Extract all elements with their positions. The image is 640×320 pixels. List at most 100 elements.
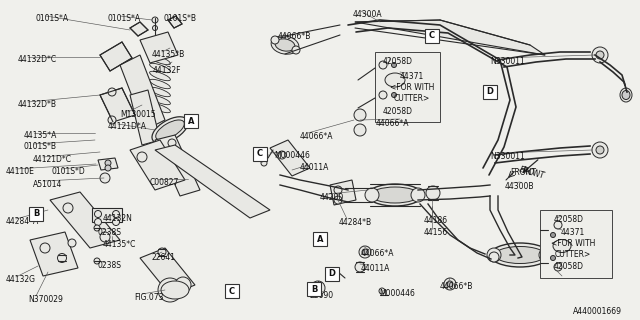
Ellipse shape (150, 63, 170, 73)
Text: 44066*B: 44066*B (440, 282, 474, 291)
Text: A: A (188, 116, 195, 125)
Text: 44132G: 44132G (6, 275, 36, 284)
Bar (483, 85, 497, 99)
Bar (92, 208, 122, 222)
Polygon shape (140, 32, 178, 63)
Text: 44284*A: 44284*A (6, 217, 39, 226)
Ellipse shape (359, 246, 371, 258)
Text: 0238S: 0238S (97, 261, 121, 270)
Ellipse shape (426, 186, 440, 200)
Polygon shape (100, 42, 132, 71)
Text: <FOR WITH: <FOR WITH (390, 83, 435, 92)
Text: 44156: 44156 (424, 228, 448, 237)
Text: N370029: N370029 (28, 295, 63, 304)
Polygon shape (270, 140, 310, 176)
Ellipse shape (278, 151, 286, 159)
Ellipse shape (620, 88, 632, 102)
Ellipse shape (100, 173, 110, 183)
Ellipse shape (158, 248, 166, 256)
Text: 44121D*A: 44121D*A (108, 122, 147, 131)
Text: A440001669: A440001669 (573, 307, 622, 316)
Text: D: D (328, 269, 335, 278)
Ellipse shape (385, 73, 405, 87)
Text: 0101S*B: 0101S*B (24, 142, 57, 151)
Text: 0101S*A: 0101S*A (35, 14, 68, 23)
Polygon shape (355, 20, 545, 55)
Ellipse shape (354, 109, 366, 121)
Ellipse shape (158, 278, 182, 302)
Ellipse shape (152, 26, 157, 30)
Text: D: D (486, 87, 493, 97)
Ellipse shape (150, 95, 170, 105)
Text: <FOR WITH: <FOR WITH (551, 239, 595, 248)
Ellipse shape (108, 88, 116, 96)
Polygon shape (30, 232, 78, 276)
Bar (307, 282, 321, 296)
Ellipse shape (444, 278, 456, 290)
Text: 44132D*B: 44132D*B (18, 100, 57, 109)
Bar (313, 232, 327, 246)
Ellipse shape (592, 47, 608, 63)
Text: 44121D*C: 44121D*C (33, 155, 72, 164)
Ellipse shape (152, 17, 158, 23)
Ellipse shape (554, 263, 562, 271)
Text: 44284*B: 44284*B (339, 218, 372, 227)
Ellipse shape (379, 91, 387, 99)
Ellipse shape (113, 211, 120, 218)
Bar (425, 29, 439, 43)
Ellipse shape (392, 62, 397, 68)
Ellipse shape (553, 239, 571, 252)
Ellipse shape (411, 188, 425, 202)
Text: FRONT: FRONT (518, 165, 545, 180)
Polygon shape (140, 248, 195, 295)
Polygon shape (130, 90, 160, 145)
Polygon shape (330, 180, 356, 205)
Text: 44135*C: 44135*C (103, 240, 136, 249)
Text: 44132N: 44132N (103, 214, 133, 223)
Ellipse shape (271, 36, 279, 44)
Text: B: B (33, 210, 39, 219)
Text: 44066*A: 44066*A (361, 249, 394, 258)
Ellipse shape (58, 253, 67, 262)
Text: C: C (257, 149, 263, 158)
Text: FIG.073: FIG.073 (134, 293, 163, 302)
Ellipse shape (550, 233, 556, 237)
Ellipse shape (113, 219, 120, 226)
Polygon shape (50, 192, 120, 248)
Text: A: A (317, 235, 323, 244)
Text: 0101S*D: 0101S*D (52, 167, 86, 176)
Ellipse shape (94, 258, 100, 264)
Ellipse shape (392, 92, 397, 98)
Text: 44011A: 44011A (361, 264, 390, 273)
Ellipse shape (108, 116, 116, 124)
Ellipse shape (539, 248, 553, 262)
Ellipse shape (447, 281, 453, 287)
Ellipse shape (152, 117, 188, 143)
Ellipse shape (150, 103, 170, 113)
Ellipse shape (175, 277, 191, 293)
Ellipse shape (495, 246, 545, 263)
Ellipse shape (592, 142, 608, 158)
Text: 44066*A: 44066*A (376, 119, 410, 128)
Text: 44300B: 44300B (505, 182, 534, 191)
Ellipse shape (161, 281, 189, 299)
Ellipse shape (156, 120, 184, 140)
Text: 22690: 22690 (310, 291, 334, 300)
Text: FRONT: FRONT (510, 168, 536, 177)
Text: N330011: N330011 (490, 152, 525, 161)
Ellipse shape (100, 232, 110, 242)
Ellipse shape (365, 188, 379, 202)
Text: 0101S*B: 0101S*B (164, 14, 197, 23)
Text: 44186: 44186 (424, 216, 448, 225)
Bar (325, 267, 339, 281)
Text: A51014: A51014 (33, 180, 62, 189)
Ellipse shape (354, 124, 366, 136)
Text: M000446: M000446 (274, 151, 310, 160)
Polygon shape (120, 55, 165, 130)
Ellipse shape (68, 239, 76, 247)
Ellipse shape (554, 221, 562, 229)
Text: 0238S: 0238S (97, 228, 121, 237)
Ellipse shape (311, 281, 325, 295)
Bar (184, 114, 198, 128)
Ellipse shape (95, 211, 102, 218)
